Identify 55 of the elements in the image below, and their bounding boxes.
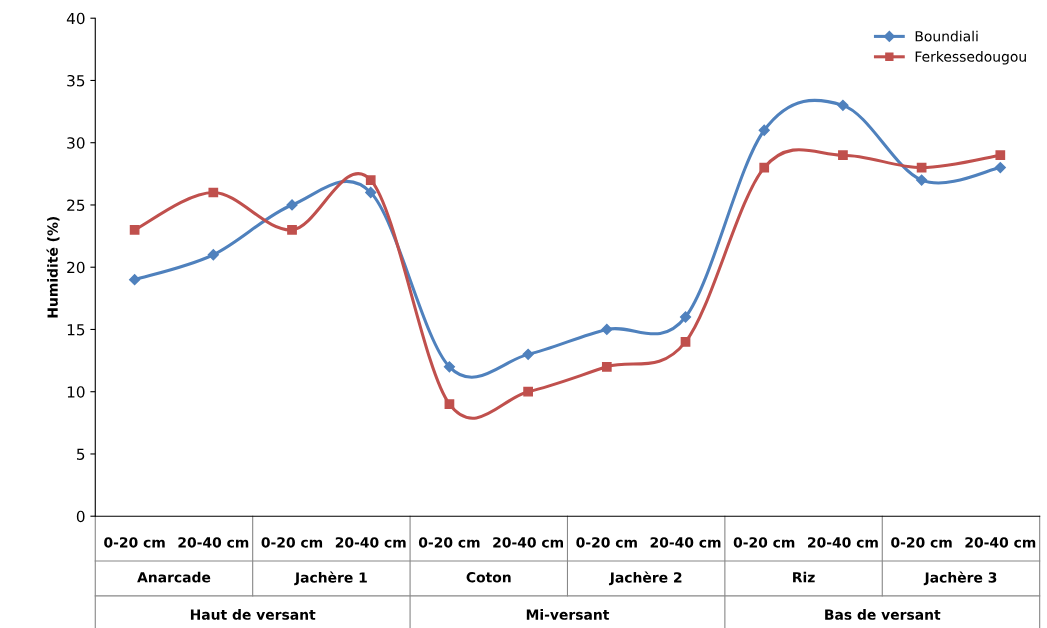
point: [838, 150, 848, 161]
y-tick-label: 10: [67, 386, 85, 398]
y-tick-label: 20: [67, 261, 85, 274]
text: Mi-versant: [526, 609, 610, 620]
text: Jachère 1: [294, 571, 367, 586]
point: [759, 162, 770, 173]
y-tick-label: 0: [76, 510, 85, 523]
text: Jachère 3: [923, 571, 997, 586]
point: [129, 225, 140, 235]
x-tick-label: 20-40 cm: [178, 537, 249, 548]
x-tick-label: 20-40 cm: [493, 537, 564, 548]
point: [129, 274, 141, 286]
point: [523, 386, 533, 397]
x-tick-label: 0-20 cm: [418, 537, 480, 548]
point: [601, 323, 613, 336]
text: Bas de versant: [825, 609, 941, 620]
point: [837, 99, 849, 111]
legend-label: Boundiali: [915, 30, 978, 42]
x-tick-label: 0-20 cm: [891, 537, 952, 548]
point: [444, 399, 455, 410]
legend-label: Ferkessedougou: [915, 51, 1026, 65]
point: [365, 186, 377, 199]
x-tick-label: 20-40 cm: [965, 537, 1036, 548]
point: [758, 124, 770, 136]
y-tick-label: 15: [67, 324, 85, 336]
x-tick-label: 0-20 cm: [261, 537, 323, 548]
point: [601, 361, 612, 372]
point: [443, 361, 456, 373]
x-tick-label: 0-20 cm: [104, 537, 165, 548]
y-tick-label: 25: [67, 199, 85, 211]
y-tick-label: 35: [67, 74, 85, 87]
point: [994, 162, 1006, 174]
point: [522, 348, 534, 360]
y-axis-title: Humidité (%): [46, 216, 60, 318]
text: Jachère 2: [608, 571, 682, 586]
y-tick-label: 5: [77, 448, 85, 460]
x-tick-label: 20-40 cm: [808, 537, 878, 548]
point: [680, 337, 691, 347]
text: Riz: [793, 571, 815, 583]
x-tick-label: 20-40 cm: [335, 537, 406, 548]
point: [287, 225, 297, 235]
text: Anarcade: [137, 571, 211, 583]
point: [995, 150, 1006, 161]
x-tick-label: 20-40 cm: [650, 537, 721, 548]
point: [207, 249, 219, 261]
point: [679, 311, 692, 323]
y-tick-label: 40: [66, 12, 85, 25]
text: Coton: [466, 571, 511, 583]
x-tick-label: 0-20 cm: [733, 537, 795, 548]
point: [365, 175, 376, 185]
point: [916, 174, 928, 186]
point: [208, 187, 219, 198]
y-tick-label: 30: [67, 137, 85, 149]
x-tick-label: 0-20 cm: [576, 537, 637, 548]
text: Haut de versant: [190, 609, 316, 620]
